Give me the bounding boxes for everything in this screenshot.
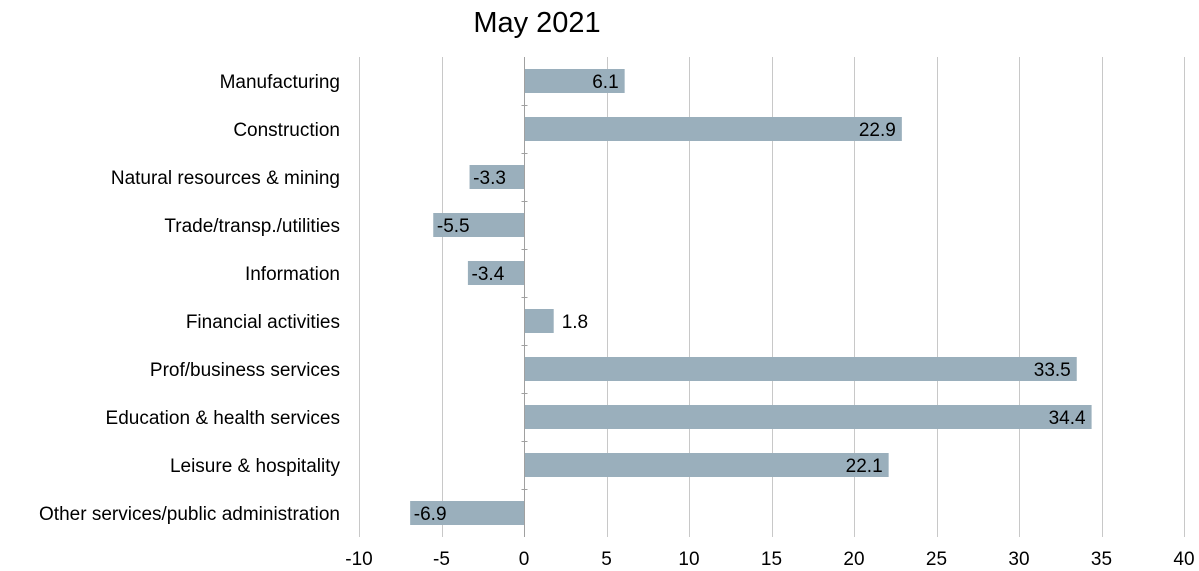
- category-label: Natural resources & mining: [111, 168, 340, 189]
- x-tick-label: 0: [519, 549, 530, 570]
- x-tick-label: 40: [1173, 549, 1194, 570]
- category-label: Leisure & hospitality: [170, 456, 341, 477]
- bar-1: [524, 69, 625, 93]
- x-tick-label: 5: [601, 549, 612, 570]
- chart-title: May 2021: [473, 7, 600, 39]
- category-labels: Manufacturing Construction Natural resourc…: [39, 72, 340, 525]
- data-labels: 6.1 22.9 -3.3 -5.5 -3.4 1.8 33.5 34.4 22.1 -6.9: [414, 72, 1086, 525]
- x-tick-label: -10: [345, 549, 372, 570]
- data-label: 33.5: [1034, 360, 1071, 381]
- category-label: Other services/public administration: [39, 504, 340, 525]
- category-label: Trade/transp./utilities: [164, 216, 340, 237]
- bars: [410, 69, 1092, 525]
- data-label: -3.3: [473, 168, 506, 189]
- x-tick-label: -5: [433, 549, 450, 570]
- category-label: Construction: [233, 120, 340, 141]
- x-tick-labels: -10 -5 0 5 10 15 20 25 30 35 40: [345, 549, 1194, 570]
- category-label: Manufacturing: [220, 72, 340, 93]
- category-label: Education & health services: [106, 408, 340, 429]
- bar-5: [467, 261, 524, 285]
- bar-4: [433, 213, 524, 237]
- axes: [521, 57, 528, 537]
- x-tick-label: 20: [843, 549, 864, 570]
- bar-2: [524, 117, 902, 141]
- category-label: Prof/business services: [150, 360, 340, 381]
- bar-8: [524, 405, 1092, 429]
- bar-7: [524, 357, 1077, 381]
- category-label: Information: [245, 264, 340, 285]
- data-label: 1.8: [562, 312, 588, 333]
- x-tick-label: 10: [678, 549, 699, 570]
- data-label: -3.4: [472, 264, 505, 285]
- data-label: -5.5: [437, 216, 470, 237]
- x-tick-label: 15: [761, 549, 782, 570]
- bar-6: [524, 309, 554, 333]
- bar-10: [410, 501, 524, 525]
- data-label: 22.9: [859, 120, 896, 141]
- bar-9: [524, 453, 889, 477]
- data-label: 6.1: [592, 72, 618, 93]
- x-tick-label: 25: [926, 549, 947, 570]
- x-tick-label: 30: [1008, 549, 1029, 570]
- data-label: -6.9: [414, 504, 447, 525]
- data-label: 22.1: [846, 456, 883, 477]
- x-tick-label: 35: [1091, 549, 1112, 570]
- bar-3: [469, 165, 524, 189]
- category-label: Financial activities: [186, 312, 340, 333]
- data-label: 34.4: [1049, 408, 1086, 429]
